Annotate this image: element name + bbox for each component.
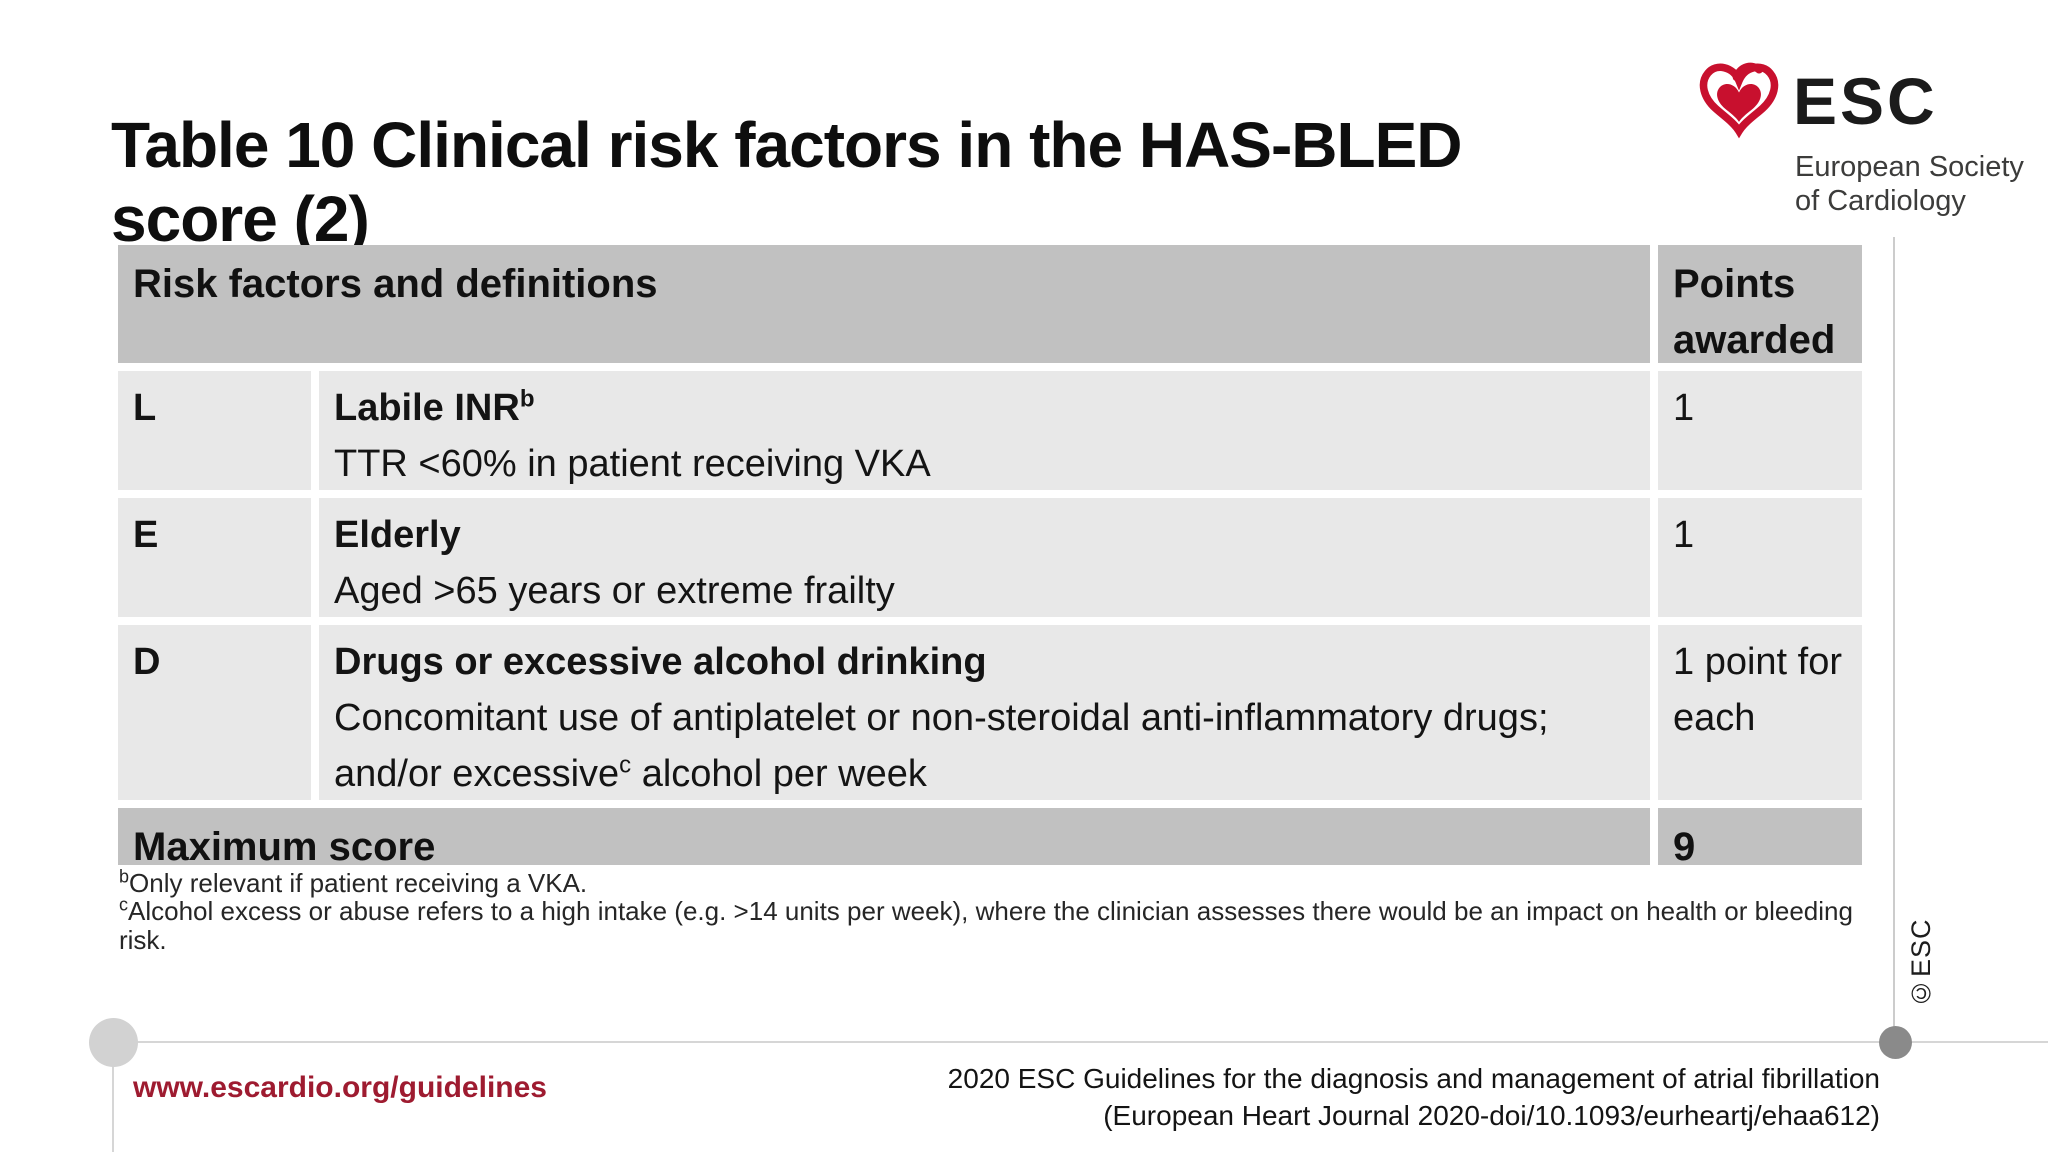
risk-term: Elderly bbox=[334, 514, 461, 556]
risk-term-superscript: b bbox=[519, 385, 535, 413]
table-row: E Elderly Aged >65 years or extreme frai… bbox=[118, 498, 1862, 617]
row-letter-cell: L bbox=[118, 371, 311, 490]
row-definition-cell: Drugs or excessive alcohol drinking Conc… bbox=[319, 625, 1650, 800]
copyright-vertical-label: ©ESC bbox=[1906, 918, 1936, 1008]
footnote-c-text: Alcohol excess or abuse refers to a high… bbox=[119, 896, 1853, 955]
table-row: D Drugs or excessive alcohol drinking Co… bbox=[118, 625, 1862, 800]
risk-definition-superscript: c bbox=[619, 751, 632, 779]
esc-subtitle: European Society of Cardiology bbox=[1795, 150, 2024, 218]
footnote-b-superscript: b bbox=[119, 866, 130, 887]
risk-table: Risk factors and definitions Points awar… bbox=[118, 245, 1862, 869]
esc-subtitle-line2: of Cardiology bbox=[1795, 185, 1966, 217]
citation-block: 2020 ESC Guidelines for the diagnosis an… bbox=[948, 1060, 1880, 1134]
page-title: Table 10 Clinical risk factors in the HA… bbox=[111, 109, 1463, 255]
footer-right-circle bbox=[1879, 1026, 1912, 1059]
citation-line2: (European Heart Journal 2020-doi/10.1093… bbox=[1103, 1100, 1880, 1131]
max-score-row: Maximum score 9 bbox=[118, 808, 1862, 869]
esc-subtitle-line1: European Society bbox=[1795, 151, 2024, 183]
max-score-points-cell: 9 bbox=[1658, 808, 1862, 869]
row-definition-cell: Labile INRb TTR <60% in patient receivin… bbox=[319, 371, 1650, 490]
row-points-cell: 1 point for each bbox=[1658, 625, 1862, 800]
right-vertical-divider bbox=[1893, 237, 1895, 1043]
header-risk-cell: Risk factors and definitions bbox=[118, 245, 1650, 363]
risk-term: Drugs or excessive alcohol drinking bbox=[334, 641, 987, 683]
citation-line1: 2020 ESC Guidelines for the diagnosis an… bbox=[947, 1063, 1880, 1094]
footnote-c-superscript: c bbox=[119, 894, 128, 915]
table-header-row: Risk factors and definitions Points awar… bbox=[118, 245, 1862, 363]
esc-wordmark: ESC bbox=[1793, 64, 1938, 138]
risk-definition-tail: alcohol per week bbox=[631, 753, 927, 795]
footnote-b: bOnly relevant if patient receiving a VK… bbox=[119, 866, 1859, 898]
max-score-label-cell: Maximum score bbox=[118, 808, 1650, 869]
row-letter-cell: D bbox=[118, 625, 311, 800]
row-points-cell: 1 bbox=[1658, 498, 1862, 617]
footnote-c: cAlcohol excess or abuse refers to a hig… bbox=[119, 894, 1859, 955]
footer-left-circle bbox=[89, 1018, 138, 1067]
row-points-cell: 1 bbox=[1658, 371, 1862, 490]
header-points-cell: Points awarded bbox=[1658, 245, 1862, 363]
footer-horizontal-divider bbox=[92, 1041, 2048, 1043]
row-definition-cell: Elderly Aged >65 years or extreme frailt… bbox=[319, 498, 1650, 617]
esc-heart-icon bbox=[1699, 62, 1779, 139]
risk-definition: Aged >65 years or extreme frailty bbox=[334, 570, 895, 612]
row-letter-cell: E bbox=[118, 498, 311, 617]
risk-term: Labile INR bbox=[334, 387, 520, 429]
footnote-b-text: Only relevant if patient receiving a VKA… bbox=[129, 868, 588, 898]
left-vertical-divider bbox=[112, 1043, 114, 1152]
guidelines-link[interactable]: www.escardio.org/guidelines bbox=[133, 1071, 547, 1104]
table-row: L Labile INRb TTR <60% in patient receiv… bbox=[118, 371, 1862, 490]
risk-definition: Concomitant use of antiplatelet or non-s… bbox=[334, 697, 1549, 795]
risk-definition: TTR <60% in patient receiving VKA bbox=[334, 443, 931, 485]
